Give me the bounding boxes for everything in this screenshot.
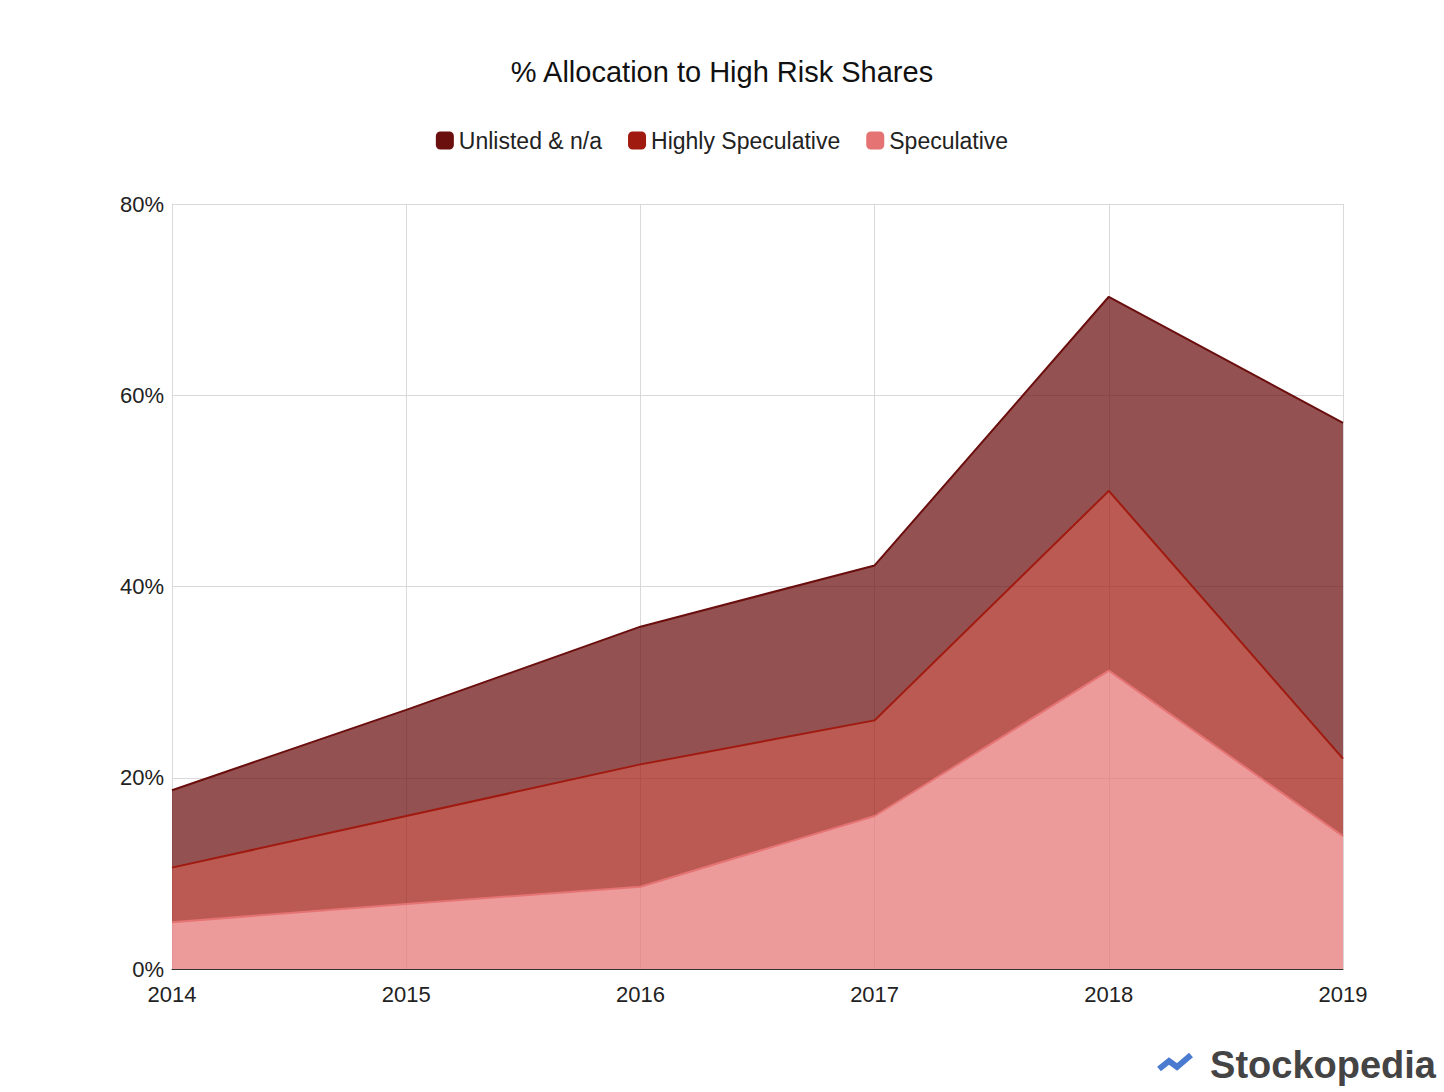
svg-text:Stockopedia: Stockopedia bbox=[1210, 1044, 1437, 1086]
svg-text:40%: 40% bbox=[120, 574, 164, 599]
svg-text:0%: 0% bbox=[132, 957, 164, 982]
svg-text:60%: 60% bbox=[120, 383, 164, 408]
svg-text:2016: 2016 bbox=[616, 982, 665, 1007]
svg-text:% Allocation to High Risk Shar: % Allocation to High Risk Shares bbox=[511, 56, 933, 88]
svg-text:Speculative: Speculative bbox=[889, 128, 1008, 154]
svg-text:2014: 2014 bbox=[148, 982, 197, 1007]
svg-text:Unlisted & n/a: Unlisted & n/a bbox=[459, 128, 602, 154]
svg-text:80%: 80% bbox=[120, 192, 164, 217]
svg-text:2017: 2017 bbox=[850, 982, 899, 1007]
svg-text:Highly Speculative: Highly Speculative bbox=[651, 128, 840, 154]
svg-text:2018: 2018 bbox=[1084, 982, 1133, 1007]
svg-text:2019: 2019 bbox=[1319, 982, 1368, 1007]
svg-text:20%: 20% bbox=[120, 765, 164, 790]
svg-text:2015: 2015 bbox=[382, 982, 431, 1007]
